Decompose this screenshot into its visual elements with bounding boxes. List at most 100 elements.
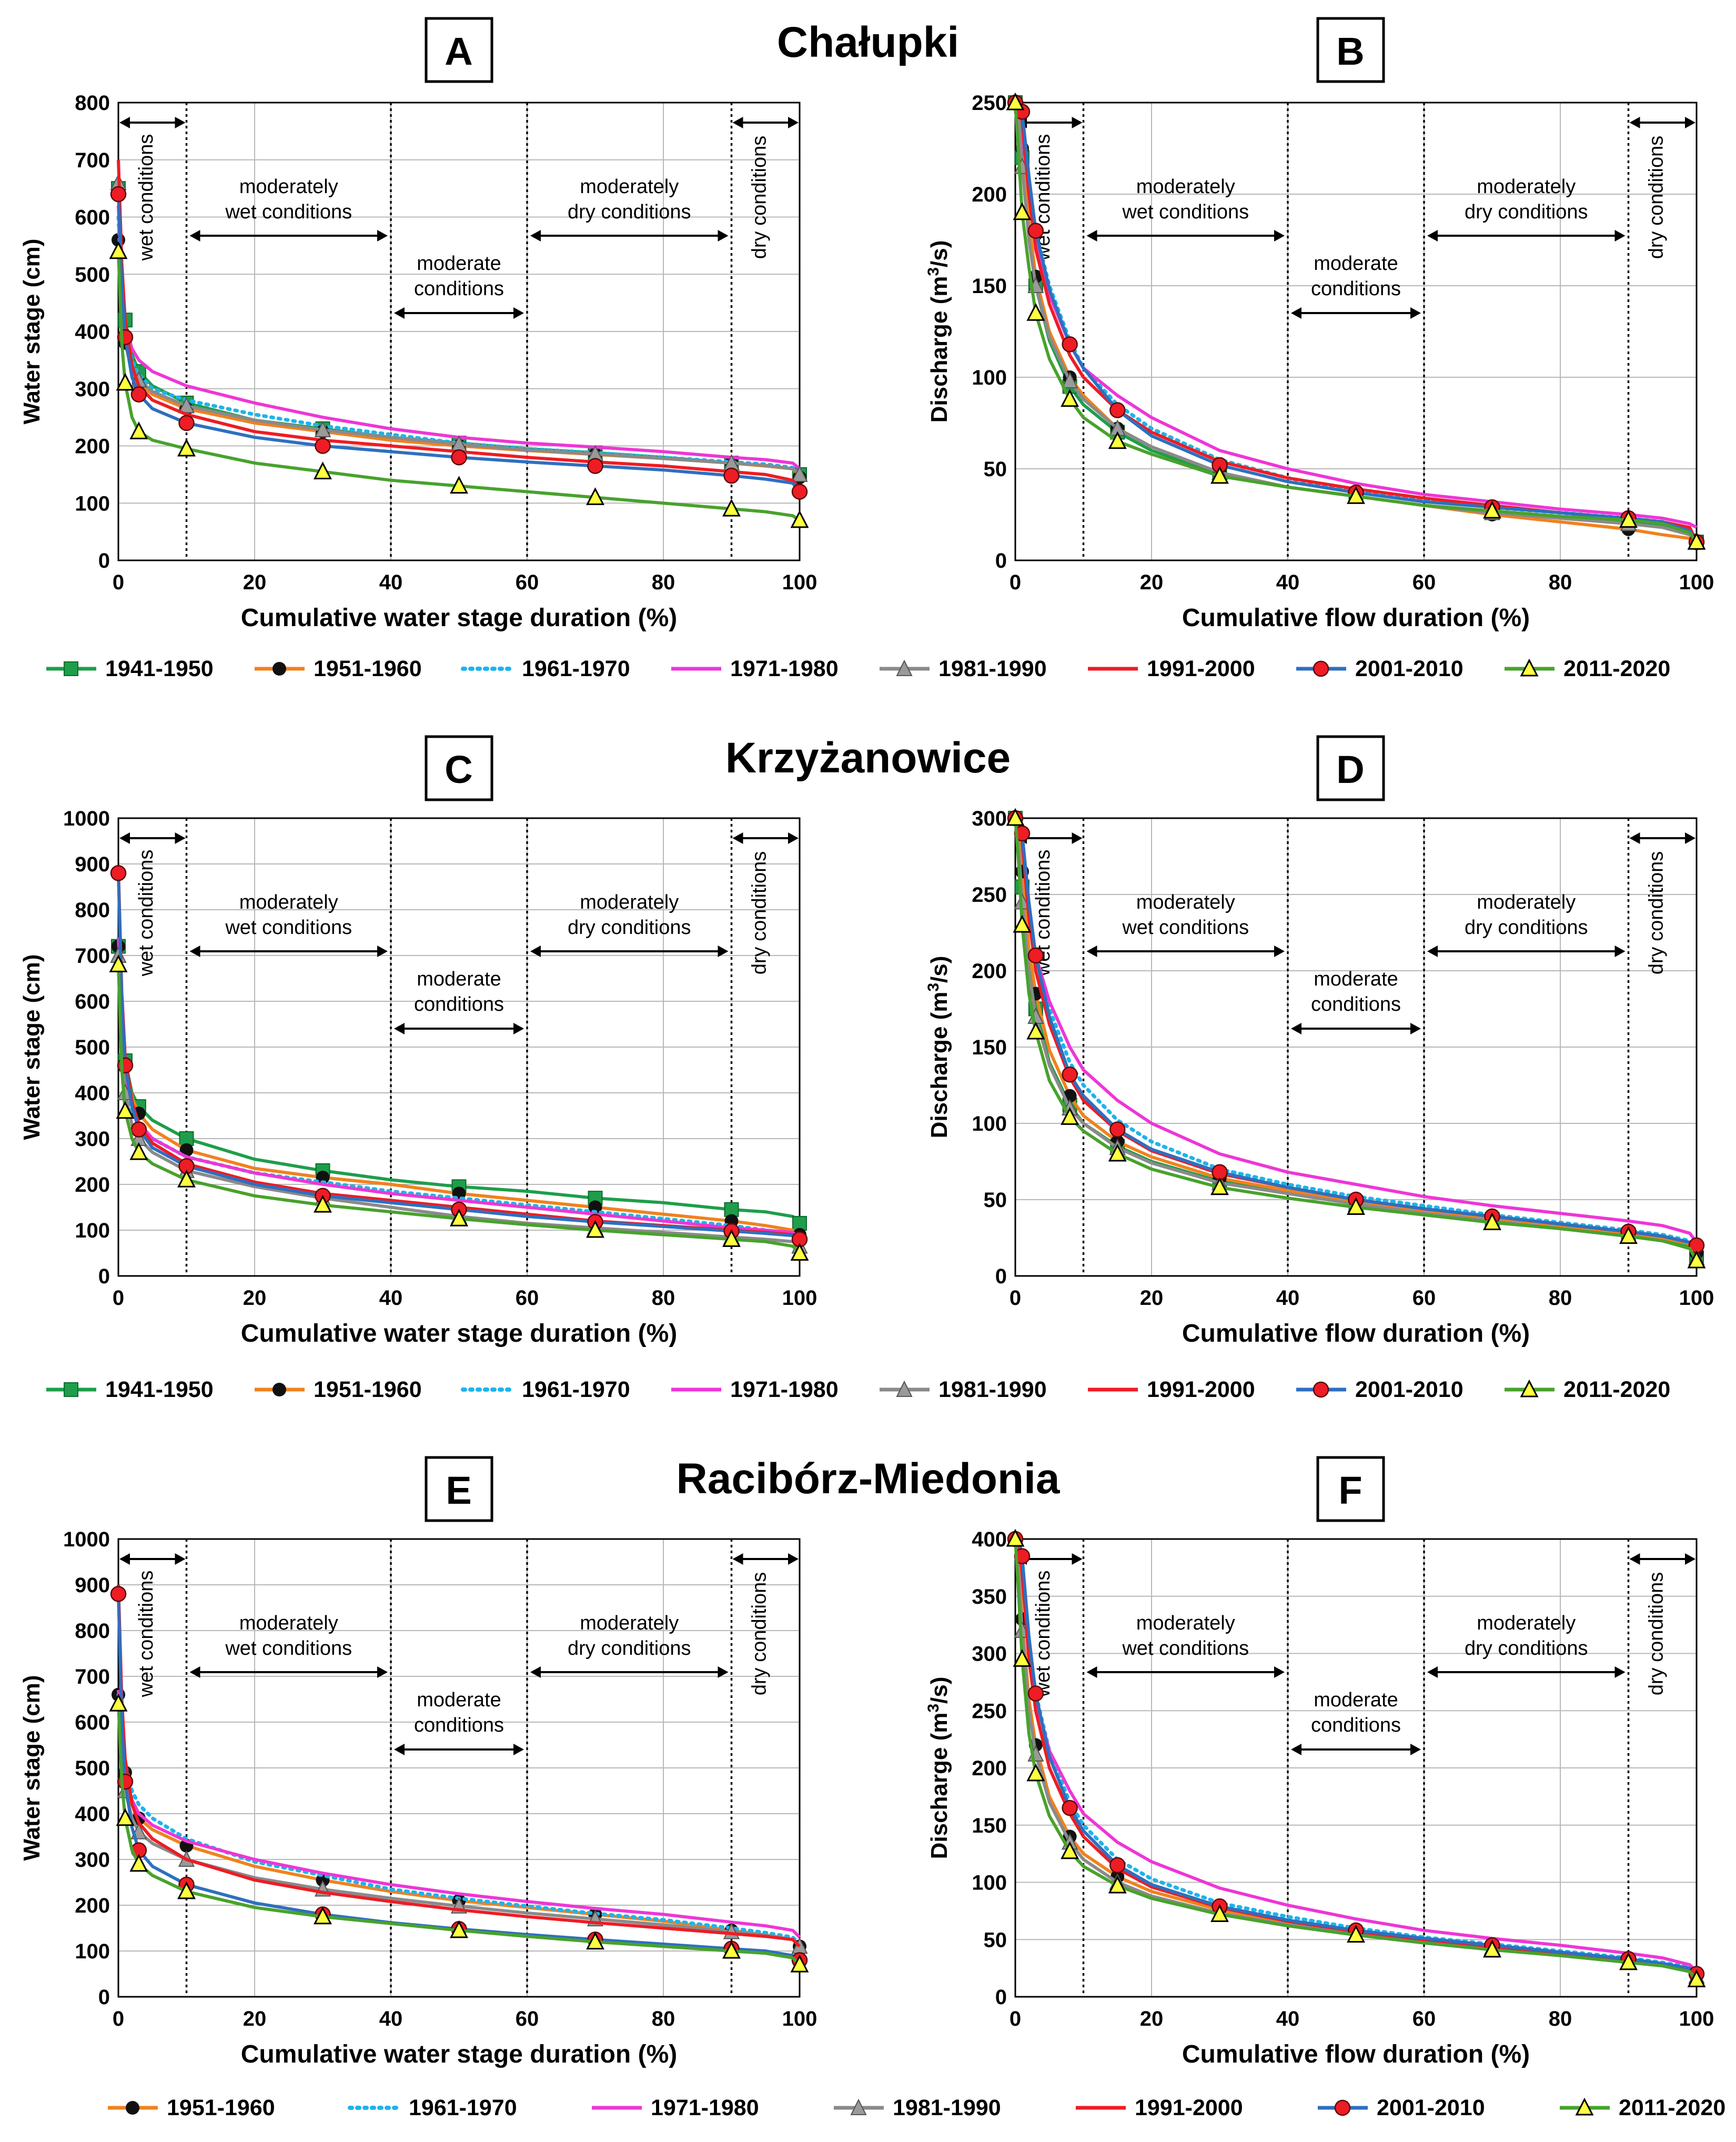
x-tick-label: 20 bbox=[243, 571, 267, 594]
data-point-1951-1960 bbox=[316, 1170, 330, 1184]
series-line-2011-2020 bbox=[117, 251, 801, 522]
arrow-head-right bbox=[1410, 1023, 1421, 1034]
arrow-head-left bbox=[1086, 230, 1097, 242]
x-tick-label: 80 bbox=[652, 2007, 675, 2030]
arrow-head-right bbox=[1410, 307, 1421, 319]
label-dry-conditions: dry conditions bbox=[748, 136, 770, 259]
x-tick-label: 80 bbox=[1549, 2007, 1572, 2030]
legend-marker bbox=[1313, 660, 1329, 677]
arrow-head-left bbox=[1291, 1023, 1301, 1034]
label-moderately-dry: moderately bbox=[580, 891, 679, 913]
series-line-2011-2020 bbox=[1014, 818, 1698, 1262]
condition-annotations: wet conditions dry conditionsmoderatelywe… bbox=[1016, 832, 1695, 1034]
station-title-krzyzanowice: Krzyżanowice bbox=[725, 734, 1011, 782]
arrow-head-right bbox=[377, 230, 388, 242]
data-point-2001-2010 bbox=[110, 865, 127, 881]
series-line-1941-1950 bbox=[1015, 101, 1698, 543]
series-line-1971-1980 bbox=[1015, 101, 1698, 529]
legend-item-2011-2020: 2011-2020 bbox=[1505, 656, 1670, 681]
data-point-2011-2020 bbox=[129, 1854, 148, 1872]
data-point-2011-2020 bbox=[586, 1932, 604, 1950]
y-tick-label: 700 bbox=[75, 944, 110, 968]
series-1961-1970 bbox=[1013, 100, 1699, 540]
data-point-2011-2020 bbox=[1210, 466, 1229, 484]
data-point-2001-2010 bbox=[451, 449, 467, 466]
x-tick-label: 0 bbox=[113, 2007, 124, 2030]
arrow-head-left bbox=[1629, 117, 1640, 128]
plot-frame bbox=[117, 102, 801, 561]
x-tick-label: 40 bbox=[379, 1286, 403, 1310]
arrow-head-left bbox=[394, 1023, 405, 1034]
legend-label: 2001-2010 bbox=[1355, 656, 1464, 681]
series-line-1981-1990 bbox=[1014, 102, 1698, 544]
y-axis-label: Discharge (m3/s) bbox=[925, 240, 952, 423]
data-point-2011-2020 bbox=[116, 1808, 135, 1826]
label-moderately-dry: moderately bbox=[1477, 1612, 1576, 1634]
legend-label: 1991-2000 bbox=[1147, 1377, 1255, 1402]
data-point-2011-2020 bbox=[1026, 1763, 1045, 1782]
panel-letter-box bbox=[1316, 17, 1385, 83]
label-dry-conditions-2: dry conditions bbox=[568, 1637, 691, 1660]
panel-letter: B bbox=[1336, 29, 1364, 73]
series-2001-2010 bbox=[110, 186, 808, 500]
label-moderate: moderate bbox=[417, 1689, 501, 1711]
series-line-1951-1960 bbox=[1014, 1538, 1698, 1977]
data-point-2011-2020 bbox=[586, 487, 604, 505]
legend-label: 2011-2020 bbox=[1563, 1377, 1670, 1402]
arrow-head-left bbox=[1629, 832, 1640, 844]
legend-label: 1961-1970 bbox=[522, 1377, 630, 1402]
y-tick-label: 250 bbox=[972, 1699, 1007, 1723]
y-tick-label: 50 bbox=[984, 1928, 1007, 1952]
data-point-2011-2020 bbox=[1483, 500, 1501, 519]
panel-letter: E bbox=[446, 1469, 471, 1512]
x-tick-label: 0 bbox=[1010, 2007, 1021, 2030]
chart-panel-f: F 0 50 100 150 200 250 300 350 400 0 20 40 60 80 100 Cum… bbox=[925, 1456, 1714, 2068]
arrow-head-left bbox=[394, 1744, 405, 1755]
y-tick-label: 250 bbox=[972, 883, 1007, 907]
label-wet-conditions: wet conditions bbox=[1032, 1571, 1054, 1698]
label-moderate: moderate bbox=[1314, 968, 1398, 990]
data-point-2011-2020 bbox=[1347, 486, 1365, 504]
x-tick-label: 80 bbox=[1549, 571, 1572, 594]
y-tick-label: 150 bbox=[972, 275, 1007, 298]
arrow-head-left bbox=[1291, 1744, 1301, 1755]
legend-label: 1981-1990 bbox=[938, 1377, 1047, 1402]
label-wet-conditions-2: wet conditions bbox=[1122, 917, 1249, 939]
series-1991-2000 bbox=[1015, 1537, 1698, 1975]
data-point-2011-2020 bbox=[1687, 1250, 1706, 1269]
arrow-head-right bbox=[788, 832, 799, 844]
arrow-head-left bbox=[119, 832, 130, 844]
arrow-head-right bbox=[1685, 117, 1695, 128]
legend-marker bbox=[272, 1383, 286, 1396]
series-1971-1980 bbox=[1015, 1537, 1698, 1973]
y-axis-label: Water stage (cm) bbox=[19, 1675, 45, 1861]
data-point-2001-2010 bbox=[1062, 336, 1078, 353]
data-point-2011-2020 bbox=[450, 1208, 468, 1226]
data-point-2011-2020 bbox=[1013, 914, 1032, 933]
y-axis-label: Discharge (m3/s) bbox=[925, 1677, 952, 1859]
chart-panel-c: C 0 100 200 300 400 500 600 700 800 900 1000 0 20 40 60… bbox=[19, 735, 817, 1347]
data-point-2011-2020 bbox=[1483, 1212, 1501, 1230]
label-dry-conditions-2: dry conditions bbox=[1465, 917, 1588, 939]
y-tick-label: 350 bbox=[972, 1585, 1007, 1608]
arrow-head-right bbox=[1685, 1553, 1695, 1565]
legend-item-2011-2020: 2011-2020 bbox=[1505, 1377, 1670, 1402]
legend-marker bbox=[896, 659, 913, 676]
series-1991-2000 bbox=[117, 1584, 801, 1948]
legend-marker bbox=[64, 1382, 78, 1397]
x-tick-label: 100 bbox=[1679, 2007, 1714, 2030]
legend-item-1971-1980: 1971-1980 bbox=[592, 2095, 759, 2120]
series-line-1951-1960 bbox=[1014, 817, 1698, 1254]
y-tick-label: 500 bbox=[75, 1036, 110, 1059]
arrow-head-right bbox=[1072, 832, 1083, 844]
data-point-2001-2010 bbox=[791, 484, 808, 500]
series-1951-1960 bbox=[1008, 1532, 1703, 1983]
data-point-2011-2020 bbox=[177, 1881, 196, 1899]
legend-marker bbox=[64, 661, 78, 676]
y-tick-label: 700 bbox=[75, 149, 110, 172]
data-point-2011-2020 bbox=[109, 954, 128, 972]
arrow-head-left bbox=[1086, 946, 1097, 957]
arrow-head-left bbox=[732, 117, 743, 128]
data-point-2011-2020 bbox=[1347, 1925, 1365, 1943]
series-2011-2020 bbox=[1006, 808, 1706, 1269]
